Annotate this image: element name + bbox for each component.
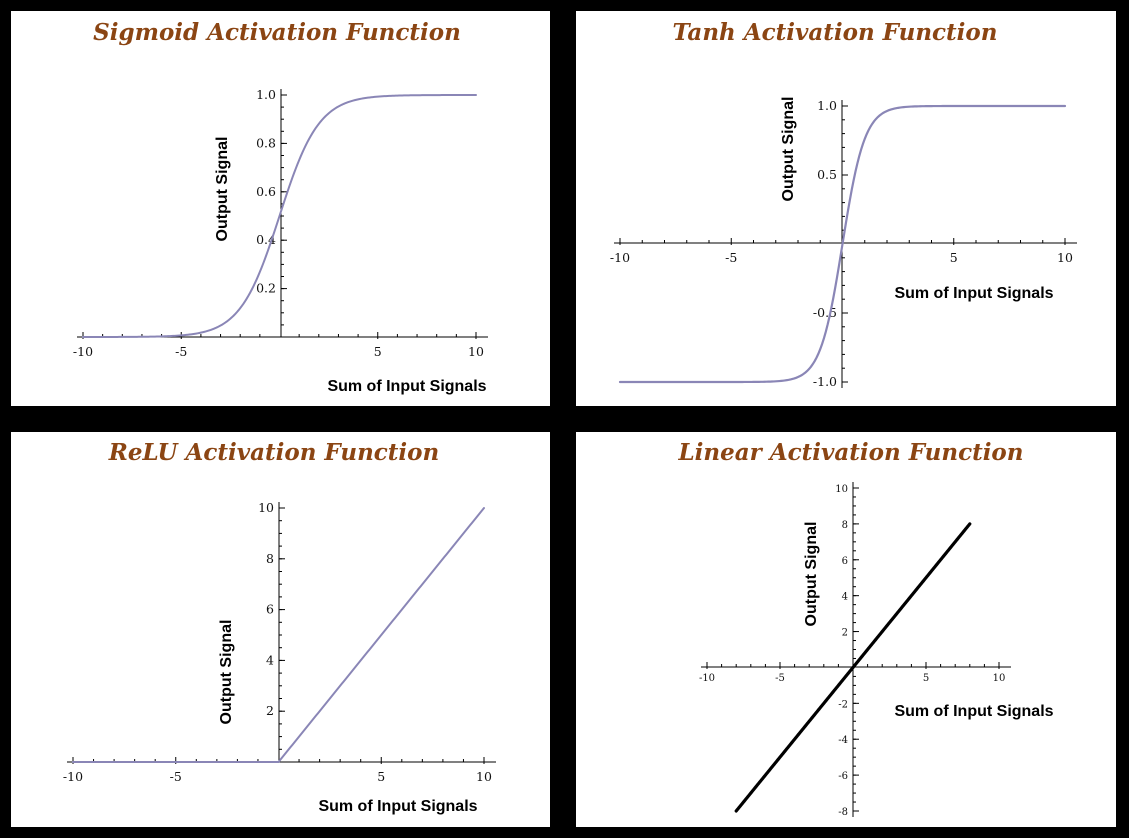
x-tick-label: 5 (374, 344, 382, 359)
y-tick-label: 1.0 (256, 87, 276, 102)
series-line (72, 507, 485, 763)
series-line (82, 94, 477, 338)
x-tick-label: 10 (476, 769, 492, 784)
relu-chart: ReLU Activation Function -10 -5 5 10 2 4 6 8 10 O… (63, 439, 496, 815)
x-tick-label: 5 (950, 250, 958, 265)
y-axis-label: Output Signal (214, 137, 231, 242)
y-tick-label: 10 (835, 484, 848, 495)
x-axis-label: Sum of Input Signals (894, 285, 1053, 302)
y-tick-label: 8 (842, 520, 848, 531)
sigmoid-chart: Sigmoid Activation Function -10 -5 5 10 0.2 0… (73, 19, 488, 395)
y-tick-label: -4 (838, 735, 848, 746)
x-axis-label: Sum of Input Signals (318, 798, 477, 815)
y-tick-label: 2 (266, 703, 274, 718)
y-tick-label: 8 (266, 551, 274, 566)
x-tick-label: -10 (699, 673, 715, 684)
linear-chart: Linear Activation Function -10 -5 5 10 -8 -6 -… (678, 439, 1054, 818)
x-tick-label: -5 (175, 344, 187, 359)
chart-title: Tanh Activation Function (673, 19, 998, 46)
y-tick-label: -6 (838, 771, 848, 782)
y-tick-label: 4 (266, 652, 274, 667)
x-tick-label: -10 (610, 250, 630, 265)
y-tick-label: -1.0 (813, 374, 837, 389)
y-tick-label: -2 (838, 699, 848, 710)
x-tick-label: 10 (993, 673, 1006, 684)
x-tick-label: -5 (775, 673, 785, 684)
relu-panel: ReLU Activation Function -10 -5 5 10 2 4 6 8 10 O… (11, 432, 550, 827)
y-tick-label: 0.2 (256, 281, 276, 296)
chart-title: Sigmoid Activation Function (93, 19, 461, 46)
y-tick-label: 2 (842, 628, 848, 639)
tanh-panel: Tanh Activation Function -10 -5 5 10 -1.0 -0.… (576, 11, 1116, 406)
x-tick-label: -10 (73, 344, 93, 359)
chart-title: Linear Activation Function (678, 439, 1024, 466)
x-axis-label: Sum of Input Signals (327, 378, 486, 395)
y-axis-label: Output Signal (803, 522, 820, 627)
linear-panel: Linear Activation Function -10 -5 5 10 -8 -6 -… (576, 432, 1116, 827)
x-tick-label: -5 (170, 769, 182, 784)
y-tick-label: 1.0 (817, 98, 837, 113)
chart-title: ReLU Activation Function (108, 439, 439, 466)
y-axis-label: Output Signal (218, 620, 235, 725)
x-tick-label: 10 (468, 344, 484, 359)
y-tick-label: 10 (258, 500, 274, 515)
series-line (618, 104, 1067, 384)
x-tick-label: -10 (63, 769, 83, 784)
y-tick-label: 6 (266, 602, 274, 617)
y-tick-label: 4 (842, 592, 848, 603)
y-tick-label: 0.8 (256, 135, 276, 150)
y-tick-label: -8 (838, 807, 848, 818)
x-tick-label: 10 (1057, 250, 1073, 265)
y-tick-label: 0.5 (817, 167, 837, 182)
y-axis-label: Output Signal (780, 97, 797, 202)
tanh-chart: Tanh Activation Function -10 -5 5 10 -1.0 -0.… (610, 19, 1077, 389)
y-tick-label: 6 (842, 556, 848, 567)
x-tick-label: 5 (377, 769, 385, 784)
x-axis-label: Sum of Input Signals (894, 703, 1053, 720)
sigmoid-panel: Sigmoid Activation Function -10 -5 5 10 0.2 0… (11, 11, 550, 406)
x-tick-label: 5 (923, 673, 929, 684)
x-tick-label: -5 (725, 250, 737, 265)
series-line (734, 522, 972, 813)
y-tick-label: -0.5 (813, 305, 837, 320)
y-tick-label: 0.6 (256, 184, 276, 199)
